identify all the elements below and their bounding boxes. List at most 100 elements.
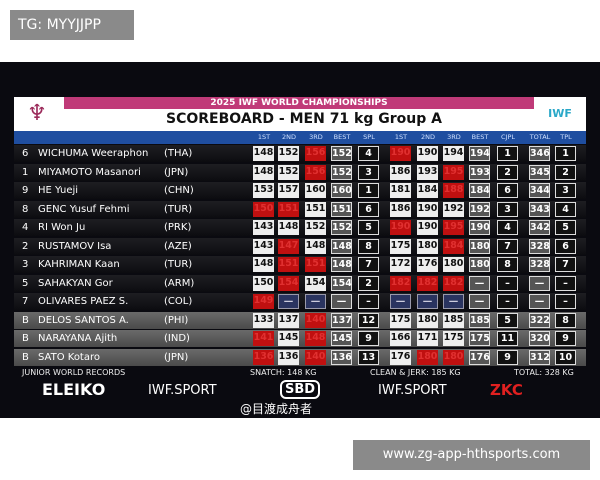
- snatch-attempt-2: 157: [278, 183, 299, 198]
- cj-place: –: [497, 294, 518, 309]
- lot-number: 5: [22, 277, 29, 289]
- cj-place: –: [497, 275, 518, 291]
- cj-attempt-3: 184: [443, 238, 464, 254]
- snatch-place: 12: [358, 312, 379, 328]
- cj-best: —: [469, 294, 490, 309]
- cj-attempt-2: —: [417, 294, 438, 309]
- column-headers: 1ST 2ND 3RD BEST SPL 1ST 2ND 3RD BEST CJPL TOTAL TP…: [14, 131, 586, 144]
- cj-attempt-1: 175: [390, 312, 411, 328]
- snatch-attempt-3: 140: [305, 349, 326, 365]
- cj-attempt-3: 180: [443, 257, 464, 272]
- athlete-name: HE Yueji: [38, 185, 79, 196]
- lot-number: B: [22, 314, 29, 326]
- snatch-best: 148: [331, 238, 352, 254]
- cj-best: 192: [469, 201, 490, 217]
- snatch-place: 6: [358, 201, 379, 217]
- column-header: SPL: [363, 133, 375, 141]
- total-record: TOTAL: 328 KG: [514, 368, 574, 377]
- total-place: 10: [555, 349, 576, 365]
- cj-attempt-1: 190: [390, 146, 411, 161]
- snatch-attempt-3: 148: [305, 238, 326, 254]
- cj-attempt-1: 186: [390, 201, 411, 217]
- column-header: 3RD: [447, 133, 461, 141]
- column-header: TOTAL: [529, 133, 551, 141]
- cj-attempt-2: 171: [417, 331, 438, 346]
- snatch-attempt-2: 137: [278, 312, 299, 328]
- snatch-best: 154: [331, 275, 352, 291]
- sponsor-iwf-sport: IWF.SPORT: [148, 383, 217, 398]
- nation-code: (JPN): [164, 351, 189, 363]
- cj-best: 180: [469, 257, 490, 272]
- nation-code: (PRK): [164, 222, 192, 233]
- lot-number: 3: [22, 259, 29, 270]
- snatch-best: 148: [331, 257, 352, 272]
- lot-number: 7: [22, 296, 29, 307]
- total-place: 2: [555, 164, 576, 180]
- lot-number: 9: [22, 185, 29, 196]
- scoreboard-title: SCOREBOARD - MEN 71 kg Group A: [166, 111, 442, 127]
- snatch-attempt-2: 154: [278, 275, 299, 291]
- snatch-attempt-3: 160: [305, 183, 326, 198]
- nation-code: (CHN): [164, 185, 194, 196]
- athlete-name: KAHRIMAN Kaan: [38, 259, 120, 270]
- nation-code: (PHI): [164, 314, 189, 326]
- nation-code: (COL): [164, 296, 193, 307]
- nation-code: (ARM): [164, 277, 195, 289]
- athlete-row: 1 MIYAMOTO Masanori (JPN) 148 152 156 152 3 186 1…: [14, 163, 586, 181]
- cj-attempt-2: 190: [417, 220, 438, 235]
- total-place: 8: [555, 312, 576, 328]
- total: —: [529, 294, 550, 309]
- cj-attempt-1: —: [390, 294, 411, 309]
- athlete-name: SAHAKYAN Gor: [38, 277, 113, 289]
- total-place: 3: [555, 183, 576, 198]
- scoreboard: ♆ 2025 IWF WORLD CHAMPIONSHIPS SCOREBOAR…: [14, 97, 586, 367]
- snatch-best: 152: [331, 164, 352, 180]
- column-header: BEST: [471, 133, 489, 141]
- snatch-attempt-3: —: [305, 294, 326, 309]
- lot-number: 6: [22, 148, 29, 159]
- cj-place: 2: [497, 164, 518, 180]
- snatch-attempt-2: 152: [278, 146, 299, 161]
- cj-attempt-3: 195: [443, 164, 464, 180]
- cj-attempt-2: 180: [417, 312, 438, 328]
- snatch-place: 2: [358, 275, 379, 291]
- snatch-attempt-1: 143: [253, 238, 274, 254]
- snatch-attempt-2: 151: [278, 201, 299, 217]
- scoreboard-footer: JUNIOR WORLD RECORDS SNATCH: 148 KG CLEA…: [0, 368, 600, 418]
- athlete-name: MIYAMOTO Masanori: [38, 166, 141, 178]
- column-header: 1ST: [257, 133, 271, 141]
- cj-attempt-3: 175: [443, 331, 464, 346]
- cj-attempt-3: 194: [443, 146, 464, 161]
- snatch-attempt-1: 153: [253, 183, 274, 198]
- athlete-name: RI Won Ju: [38, 222, 86, 233]
- nation-code: (TUR): [164, 259, 193, 270]
- cj-best: 194: [469, 146, 490, 161]
- athlete-row: 8 GENC Yusuf Fehmi (TUR) 150 151 151 151 6 186 19…: [14, 200, 586, 218]
- snatch-best: 151: [331, 201, 352, 217]
- athlete-name: DELOS SANTOS A.: [38, 314, 129, 326]
- snatch-best: 145: [331, 331, 352, 346]
- total: 346: [529, 146, 550, 161]
- snatch-attempt-1: 143: [253, 220, 274, 235]
- total-place: –: [555, 294, 576, 309]
- snatch-attempt-2: —: [278, 294, 299, 309]
- athlete-name: NARAYANA Ajith: [38, 333, 118, 344]
- total: —: [529, 275, 550, 291]
- cj-place: 8: [497, 257, 518, 272]
- snatch-best: 160: [331, 183, 352, 198]
- cj-place: 11: [497, 331, 518, 346]
- watermark-tag: TG: MYYJJPP: [10, 10, 134, 40]
- scoreboard-header: ♆ 2025 IWF WORLD CHAMPIONSHIPS SCOREBOAR…: [14, 97, 586, 131]
- cj-attempt-3: 188: [443, 183, 464, 198]
- cj-attempt-1: 186: [390, 164, 411, 180]
- total: 344: [529, 183, 550, 198]
- cj-place: 3: [497, 201, 518, 217]
- snatch-attempt-3: 151: [305, 257, 326, 272]
- snatch-attempt-1: 148: [253, 146, 274, 161]
- total-place: 1: [555, 146, 576, 161]
- cj-attempt-1: 190: [390, 220, 411, 235]
- cj-best: 184: [469, 183, 490, 198]
- snatch-best: 152: [331, 220, 352, 235]
- cj-attempt-3: 180: [443, 349, 464, 365]
- athlete-row: B DELOS SANTOS A. (PHI) 133 137 140 137 12 175 18…: [14, 311, 586, 329]
